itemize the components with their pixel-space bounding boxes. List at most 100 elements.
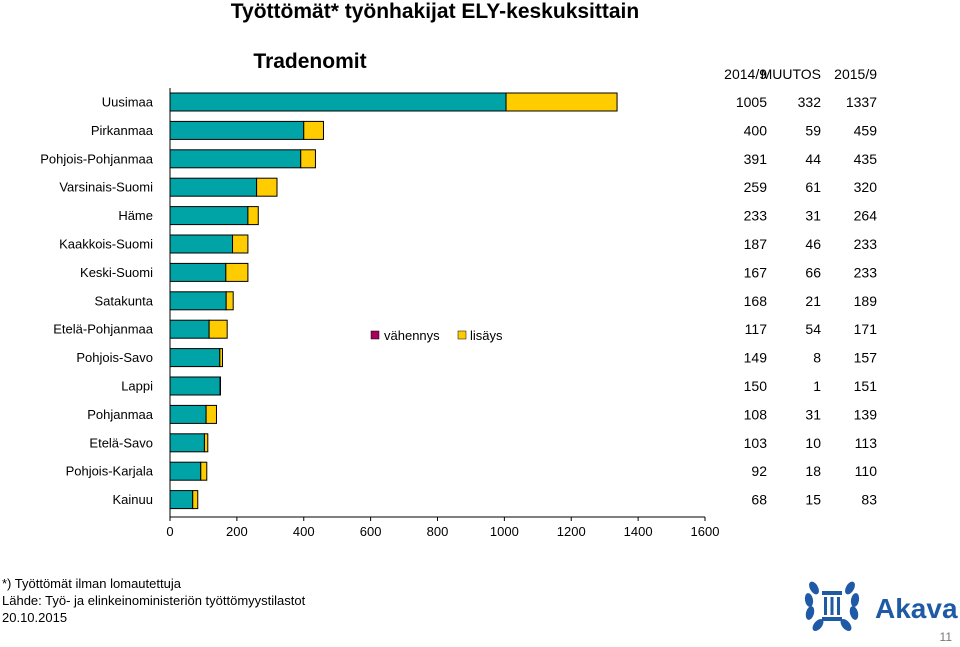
table-cell: 113	[855, 435, 878, 451]
category-label: Pohjanmaa	[87, 407, 154, 422]
bar-increase-11	[205, 404, 217, 424]
akava-logo: Akava	[800, 574, 960, 638]
table-cell: 157	[854, 350, 878, 366]
bar-increase-6	[225, 262, 249, 282]
table-cell: 54	[805, 321, 821, 337]
bar-increase-3	[256, 177, 278, 197]
x-tick-label: 600	[360, 524, 382, 539]
x-tick-label: 1600	[691, 524, 720, 539]
bar-increase-0	[505, 92, 618, 112]
legend-label-increase: lisäys	[470, 328, 503, 343]
x-tick-label: 0	[166, 524, 173, 539]
bar-chart: Uusimaa Pirkanmaa Pohjois-Pohjanmaa Varsina…	[40, 66, 877, 539]
table-cell: 46	[805, 236, 821, 252]
logo-text: Akava	[875, 593, 958, 624]
bar-base-3	[169, 177, 258, 197]
bar-increase-14	[192, 490, 199, 510]
table-cell: 110	[855, 463, 878, 479]
category-label: Pohjois-Savo	[76, 350, 153, 365]
table-cell: 108	[744, 406, 768, 422]
table-cell: 264	[854, 208, 878, 224]
table-cell: 151	[854, 378, 878, 394]
table-cell: 332	[798, 94, 822, 110]
table-cell: 117	[745, 321, 768, 337]
category-label: Etelä-Pohjanmaa	[53, 322, 153, 337]
table-cell: 150	[744, 378, 768, 394]
table-cell: 103	[744, 435, 768, 451]
bar-base-8	[169, 319, 210, 339]
table-header: 2014/9	[724, 66, 767, 82]
table-cell: 8	[813, 350, 821, 366]
bar-base-6	[169, 262, 227, 282]
category-label: Satakunta	[94, 293, 153, 308]
table-cell: 1005	[736, 94, 767, 110]
bar-base-7	[169, 291, 227, 311]
table-cell: 459	[854, 122, 878, 138]
bar-increase-13	[200, 461, 208, 481]
table-cell: 187	[744, 236, 768, 252]
table-cell: 68	[751, 492, 767, 508]
legend-swatch-decrease	[370, 330, 380, 340]
category-label: Varsinais-Suomi	[59, 180, 153, 195]
table-cell: 435	[854, 151, 878, 167]
legend: vähennys lisäys	[370, 328, 503, 343]
table-cell: 10	[805, 435, 821, 451]
category-label: Keski-Suomi	[80, 265, 153, 280]
table-cell: 233	[854, 236, 878, 252]
bar-base-0	[169, 92, 507, 112]
table-cell: 44	[805, 151, 821, 167]
x-tick-label: 800	[427, 524, 449, 539]
category-label: Kainuu	[113, 492, 153, 507]
table-cell: 92	[751, 463, 767, 479]
table-cell: 1	[813, 378, 821, 394]
page-title: Työttömät* työnhakijat ELY-keskuksittain	[230, 0, 640, 23]
table-cell: 168	[744, 293, 768, 309]
category-label: Kaakkois-Suomi	[59, 237, 153, 252]
legend-swatch-increase	[457, 330, 467, 340]
table-cell: 189	[854, 293, 878, 309]
bar-base-5	[169, 234, 234, 254]
category-label: Pohjois-Pohjanmaa	[40, 151, 154, 166]
x-tick-label: 1000	[490, 524, 519, 539]
bar-increase-7	[225, 291, 234, 311]
x-tick-label: 200	[226, 524, 248, 539]
chart-title: Tradenomit	[253, 50, 367, 73]
table-cell: 233	[854, 264, 878, 280]
table-header: 2015/9	[834, 66, 877, 82]
x-tick-label: 1200	[557, 524, 586, 539]
bar-base-4	[169, 206, 249, 226]
table-cell: 233	[744, 208, 768, 224]
category-label: Pirkanmaa	[91, 123, 154, 138]
table-cell: 31	[805, 406, 821, 422]
x-axis: 0 200 400 600 800 1000 1200 1400 1600	[166, 88, 719, 539]
bar-increase-2	[300, 149, 316, 169]
table-cell: 400	[744, 122, 768, 138]
legend-label-decrease: vähennys	[384, 328, 440, 343]
bar-increase-8	[208, 319, 228, 339]
table-cell: 171	[854, 321, 878, 337]
x-tick-label: 1400	[624, 524, 653, 539]
table-cell: 59	[805, 122, 821, 138]
category-label: Pohjois-Karjala	[66, 464, 154, 479]
source-note: Lähde: Työ- ja elinkeinoministeriön työt…	[2, 593, 306, 608]
table-cell: 18	[805, 463, 821, 479]
bar-increase-1	[303, 120, 324, 140]
bar-increase-5	[232, 234, 249, 254]
bar-increase-9	[219, 348, 223, 368]
bar-base-2	[169, 149, 302, 169]
category-labels: Uusimaa Pirkanmaa Pohjois-Pohjanmaa Varsina…	[40, 95, 154, 508]
bar-base-13	[169, 461, 202, 481]
table-cell: 1337	[846, 94, 877, 110]
category-label: Etelä-Savo	[89, 435, 153, 450]
table-header: MUUTOS	[761, 66, 821, 82]
page-number: 11	[939, 630, 952, 644]
table-cell: 149	[744, 350, 768, 366]
table-cell: 259	[744, 179, 768, 195]
table-cell: 139	[854, 406, 878, 422]
table-cell: 61	[805, 179, 821, 195]
x-tick-label: 400	[293, 524, 315, 539]
table-cell: 320	[854, 179, 878, 195]
table-cell: 391	[744, 151, 768, 167]
category-label: Uusimaa	[102, 95, 154, 110]
